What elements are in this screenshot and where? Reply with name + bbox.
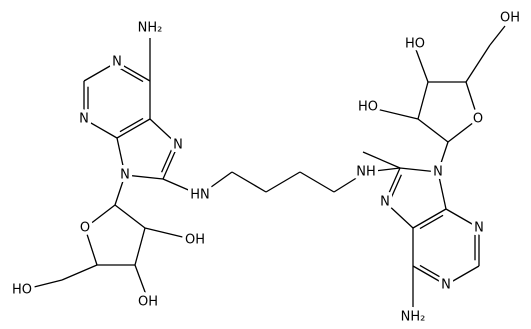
bond <box>21 279 63 291</box>
bond <box>114 204 146 229</box>
bond <box>114 174 126 206</box>
bond <box>412 265 447 286</box>
atom-label: HN <box>190 188 210 203</box>
atom-label: N <box>173 138 183 153</box>
bond <box>162 178 201 196</box>
bond <box>362 151 401 169</box>
atom-label: N <box>433 165 443 180</box>
bond <box>83 118 118 139</box>
bond <box>265 171 301 193</box>
double-bond <box>161 148 173 173</box>
atom-label: N <box>112 55 122 70</box>
double-bond <box>419 264 444 280</box>
atom-label: HO <box>12 283 32 298</box>
bond <box>333 171 367 193</box>
atom-label: NH₂ <box>138 21 163 36</box>
bond <box>414 46 429 83</box>
bond <box>384 167 401 203</box>
bond <box>84 204 116 229</box>
bond <box>162 144 179 180</box>
atom-label: NH <box>356 165 376 180</box>
bond <box>231 171 267 193</box>
atom-label: O <box>473 112 483 127</box>
atom-label: HO <box>405 37 425 52</box>
bond <box>445 208 480 229</box>
atom-label: OH <box>138 295 158 310</box>
bond <box>489 25 506 46</box>
bond <box>124 174 164 180</box>
bond <box>417 118 449 143</box>
bond <box>149 118 179 146</box>
bond <box>399 167 439 173</box>
bond <box>134 227 146 266</box>
bond <box>144 227 196 241</box>
bond <box>84 227 98 266</box>
bond <box>116 118 151 139</box>
bond <box>465 44 491 83</box>
bond <box>199 171 233 196</box>
double-bond <box>390 174 402 199</box>
atom-label: OH <box>185 233 205 248</box>
bond <box>61 264 98 281</box>
atom-label: OH <box>500 11 520 26</box>
bond <box>412 208 447 229</box>
bond <box>365 167 401 173</box>
atom-label: N <box>120 168 130 183</box>
atom-label: O <box>80 221 90 236</box>
bond <box>367 106 419 120</box>
atom-label: N <box>441 278 451 293</box>
atom-label: HO <box>358 100 378 115</box>
bond <box>116 61 151 82</box>
bond <box>299 171 335 193</box>
bond <box>445 265 480 286</box>
bond <box>417 81 429 120</box>
double-bond <box>119 67 144 83</box>
bond <box>134 264 149 301</box>
bond <box>447 118 479 143</box>
bond <box>116 137 126 176</box>
bond <box>83 61 118 82</box>
bond <box>437 141 449 173</box>
double-bond <box>119 117 144 133</box>
atom-label: N <box>79 112 89 127</box>
atom-label: N <box>380 195 390 210</box>
atom-label: N <box>474 221 484 236</box>
double-bond <box>419 214 444 230</box>
bond <box>384 201 414 229</box>
bond <box>465 81 479 120</box>
atom-label: NH₂ <box>401 310 426 325</box>
bond <box>437 171 447 210</box>
